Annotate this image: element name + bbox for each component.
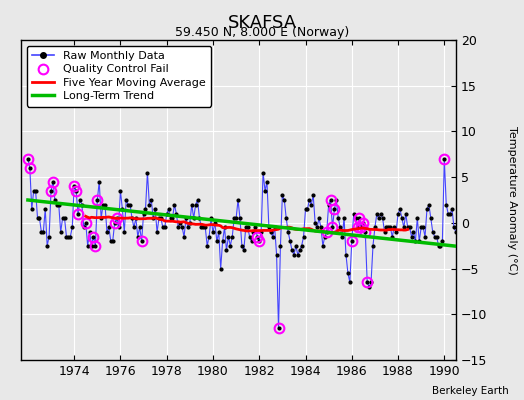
Raw Monthly Data bbox=[276, 326, 282, 330]
Five Year Moving Average bbox=[341, 228, 347, 233]
Raw Monthly Data bbox=[353, 216, 359, 221]
Five Year Moving Average bbox=[325, 230, 332, 235]
Quality Control Fail bbox=[276, 326, 282, 330]
Five Year Moving Average bbox=[271, 227, 278, 232]
Raw Monthly Data bbox=[137, 225, 143, 230]
Quality Control Fail bbox=[75, 211, 81, 216]
Quality Control Fail bbox=[27, 166, 33, 170]
Five Year Moving Average bbox=[266, 228, 272, 233]
Five Year Moving Average bbox=[83, 214, 89, 219]
Y-axis label: Temperature Anomaly (°C): Temperature Anomaly (°C) bbox=[507, 126, 517, 274]
Quality Control Fail bbox=[92, 243, 99, 248]
Quality Control Fail bbox=[48, 188, 54, 193]
Quality Control Fail bbox=[73, 188, 79, 193]
Raw Monthly Data bbox=[310, 193, 316, 198]
Line: Five Year Moving Average: Five Year Moving Average bbox=[86, 216, 408, 232]
Quality Control Fail bbox=[364, 280, 370, 285]
Quality Control Fail bbox=[83, 220, 89, 225]
Quality Control Fail bbox=[358, 225, 365, 230]
Quality Control Fail bbox=[25, 156, 31, 161]
Raw Monthly Data bbox=[25, 156, 31, 161]
Five Year Moving Average bbox=[175, 219, 181, 224]
Quality Control Fail bbox=[354, 225, 361, 230]
Quality Control Fail bbox=[256, 239, 263, 244]
Line: Quality Control Fail: Quality Control Fail bbox=[23, 154, 449, 333]
Text: SKAFSA: SKAFSA bbox=[227, 14, 297, 32]
Raw Monthly Data bbox=[135, 234, 141, 239]
Quality Control Fail bbox=[138, 239, 145, 244]
Five Year Moving Average bbox=[405, 227, 411, 232]
Quality Control Fail bbox=[362, 230, 368, 234]
Quality Control Fail bbox=[356, 216, 363, 221]
Quality Control Fail bbox=[331, 207, 337, 212]
Legend: Raw Monthly Data, Quality Control Fail, Five Year Moving Average, Long-Term Tren: Raw Monthly Data, Quality Control Fail, … bbox=[27, 46, 212, 107]
Quality Control Fail bbox=[112, 220, 118, 225]
Text: 59.450 N, 8.000 E (Norway): 59.450 N, 8.000 E (Norway) bbox=[175, 26, 349, 39]
Quality Control Fail bbox=[324, 230, 330, 234]
Raw Monthly Data bbox=[401, 225, 407, 230]
Quality Control Fail bbox=[71, 184, 78, 189]
Quality Control Fail bbox=[441, 156, 447, 161]
Five Year Moving Average bbox=[140, 216, 147, 221]
Quality Control Fail bbox=[330, 225, 336, 230]
Line: Raw Monthly Data: Raw Monthly Data bbox=[28, 159, 465, 328]
Quality Control Fail bbox=[254, 234, 260, 239]
Raw Monthly Data bbox=[462, 243, 468, 248]
Quality Control Fail bbox=[94, 198, 101, 202]
Quality Control Fail bbox=[90, 234, 96, 239]
Quality Control Fail bbox=[360, 220, 366, 225]
Five Year Moving Average bbox=[192, 222, 199, 227]
Text: Berkeley Earth: Berkeley Earth bbox=[432, 386, 508, 396]
Quality Control Fail bbox=[348, 239, 355, 244]
Quality Control Fail bbox=[328, 198, 334, 202]
Raw Monthly Data bbox=[372, 225, 378, 230]
Quality Control Fail bbox=[113, 216, 119, 221]
Quality Control Fail bbox=[50, 179, 56, 184]
